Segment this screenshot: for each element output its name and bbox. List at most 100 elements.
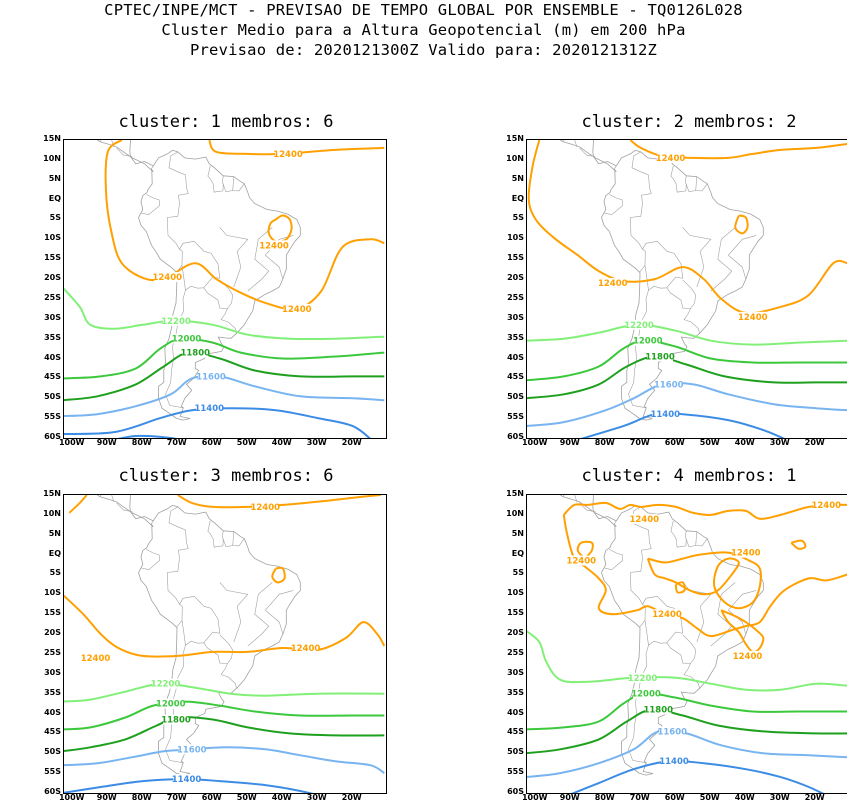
country-border <box>604 549 623 571</box>
country-border <box>642 595 684 646</box>
contour-label: 11600 <box>654 380 684 390</box>
lon-tick-label: 100W <box>521 793 548 802</box>
country-border <box>99 495 102 497</box>
contour-label: 11600 <box>196 372 226 382</box>
map-plot-area: 12400 12400 12400 12200 12000 11800 11600 11400 <box>526 139 847 439</box>
lat-tick-label: 40S <box>44 352 61 362</box>
contour-12400 <box>271 566 286 584</box>
contour-12400 <box>720 609 765 654</box>
lon-tick-label: 30W <box>306 438 327 447</box>
contour-label: 11400 <box>194 404 224 414</box>
lat-tick-label: 50S <box>44 747 61 757</box>
country-border <box>167 217 183 273</box>
contour-label: 12200 <box>628 674 658 684</box>
contour-12200 <box>527 323 847 346</box>
panel-title: cluster: 3 membros: 6 <box>118 466 334 486</box>
contour-label-bg <box>163 315 189 326</box>
map-canvas: 12400 12400 12400 12400 12400 12400 12200 12000… <box>527 495 847 793</box>
country-border <box>168 506 189 549</box>
contour-label: 12400 <box>282 305 312 315</box>
lat-tick-label: 50S <box>507 747 524 757</box>
country-border <box>116 502 133 512</box>
lat-tick-label: EQ <box>48 548 61 558</box>
country-border <box>630 548 652 573</box>
lat-tick-label: 5N <box>511 173 524 183</box>
country-border <box>220 308 237 334</box>
contour-12400 <box>208 140 385 156</box>
country-border <box>247 582 273 647</box>
country-border <box>207 520 224 548</box>
country-border <box>141 194 160 216</box>
map-canvas: 12400 12400 12400 12400 12200 12000 11800 11600… <box>64 140 385 438</box>
lat-tick-label: 45S <box>44 372 61 382</box>
map-plot-area: 12400 12400 12400 12400 12400 12400 12200 12000… <box>526 494 847 794</box>
contour-label: 12000 <box>633 337 663 347</box>
lon-tick-label: 70W <box>629 438 650 447</box>
country-border <box>150 520 154 525</box>
contour-12200 <box>64 287 385 341</box>
lon-tick-label: 80W <box>594 793 615 802</box>
header-line-3: Previsao de: 2020121300Z Valido para: 20… <box>189 41 658 59</box>
contour-label-bg <box>732 547 759 558</box>
lat-tick-label: 60S <box>507 787 524 796</box>
lon-tick-label: 100W <box>58 793 85 802</box>
contour-12400 <box>64 594 386 658</box>
country-border <box>99 140 102 142</box>
lat-tick-label: 5N <box>511 528 524 538</box>
lat-tick-label: 15S <box>507 608 524 618</box>
country-border <box>207 165 224 193</box>
country-border <box>203 634 234 664</box>
contour-label: 12400 <box>291 644 321 654</box>
country-border <box>219 582 249 643</box>
map-canvas: 12400 12400 12400 12200 12000 11800 11600 11400 <box>527 140 847 438</box>
lon-tick-label: 90W <box>96 793 117 802</box>
country-border <box>695 538 708 547</box>
country-border <box>232 183 245 192</box>
country-border <box>219 227 249 288</box>
coastline <box>559 495 764 776</box>
contour-label-bg <box>657 152 684 163</box>
country-border <box>695 183 708 192</box>
contour-label-bg <box>196 403 223 414</box>
contour-label: 12400 <box>152 273 182 283</box>
contour-label-bg <box>645 704 672 715</box>
lat-tick-label: 15S <box>44 253 61 263</box>
contour-12400 <box>576 540 594 560</box>
contour-12000 <box>64 700 385 731</box>
lon-tick-label: 80W <box>131 793 152 802</box>
lon-tick-label: 20W <box>804 793 825 802</box>
lat-tick-label: EQ <box>48 193 61 203</box>
contour-label-bg <box>629 672 656 683</box>
lon-tick-label: 40W <box>271 793 292 802</box>
map-canvas: 12400 12400 12400 12200 12000 11800 11600 11400 <box>64 495 386 793</box>
country-border <box>710 582 736 647</box>
contour-label-bg <box>163 714 189 725</box>
contour-11400 <box>64 407 371 438</box>
lat-tick-label: 55S <box>507 412 524 422</box>
lat-tick-label: 60S <box>44 432 61 441</box>
lon-tick-label: 20W <box>341 438 362 447</box>
header-line-2: Cluster Medio para a Altura Geopotencial… <box>161 21 686 39</box>
country-border <box>220 663 237 689</box>
contour-label: 12400 <box>731 549 761 559</box>
lat-tick-label: 10N <box>43 508 61 518</box>
lat-tick-label: 45S <box>507 372 524 382</box>
lat-tick-label: 45S <box>507 727 524 737</box>
country-border <box>683 308 700 334</box>
lon-tick-label: 20W <box>341 793 362 802</box>
lat-tick-label: 55S <box>507 767 524 777</box>
country-border <box>264 590 294 635</box>
contour-12400 <box>267 214 293 243</box>
lon-tick-label: 60W <box>664 438 685 447</box>
contour-label-bg <box>154 272 181 283</box>
figure-header: CPTEC/INPE/MCT - PREVISAO DE TEMPO GLOBA… <box>0 0 847 60</box>
contour-label: 12400 <box>273 150 303 160</box>
contour-label-bg <box>283 303 310 314</box>
country-border <box>682 227 712 288</box>
contour-label: 11800 <box>161 715 191 725</box>
lat-tick-label: 10S <box>44 233 61 243</box>
lat-tick-label: 20S <box>507 628 524 638</box>
lat-tick-label: 15N <box>43 489 61 498</box>
contour-label: 12400 <box>259 241 289 251</box>
lon-tick-label: 60W <box>201 438 222 447</box>
